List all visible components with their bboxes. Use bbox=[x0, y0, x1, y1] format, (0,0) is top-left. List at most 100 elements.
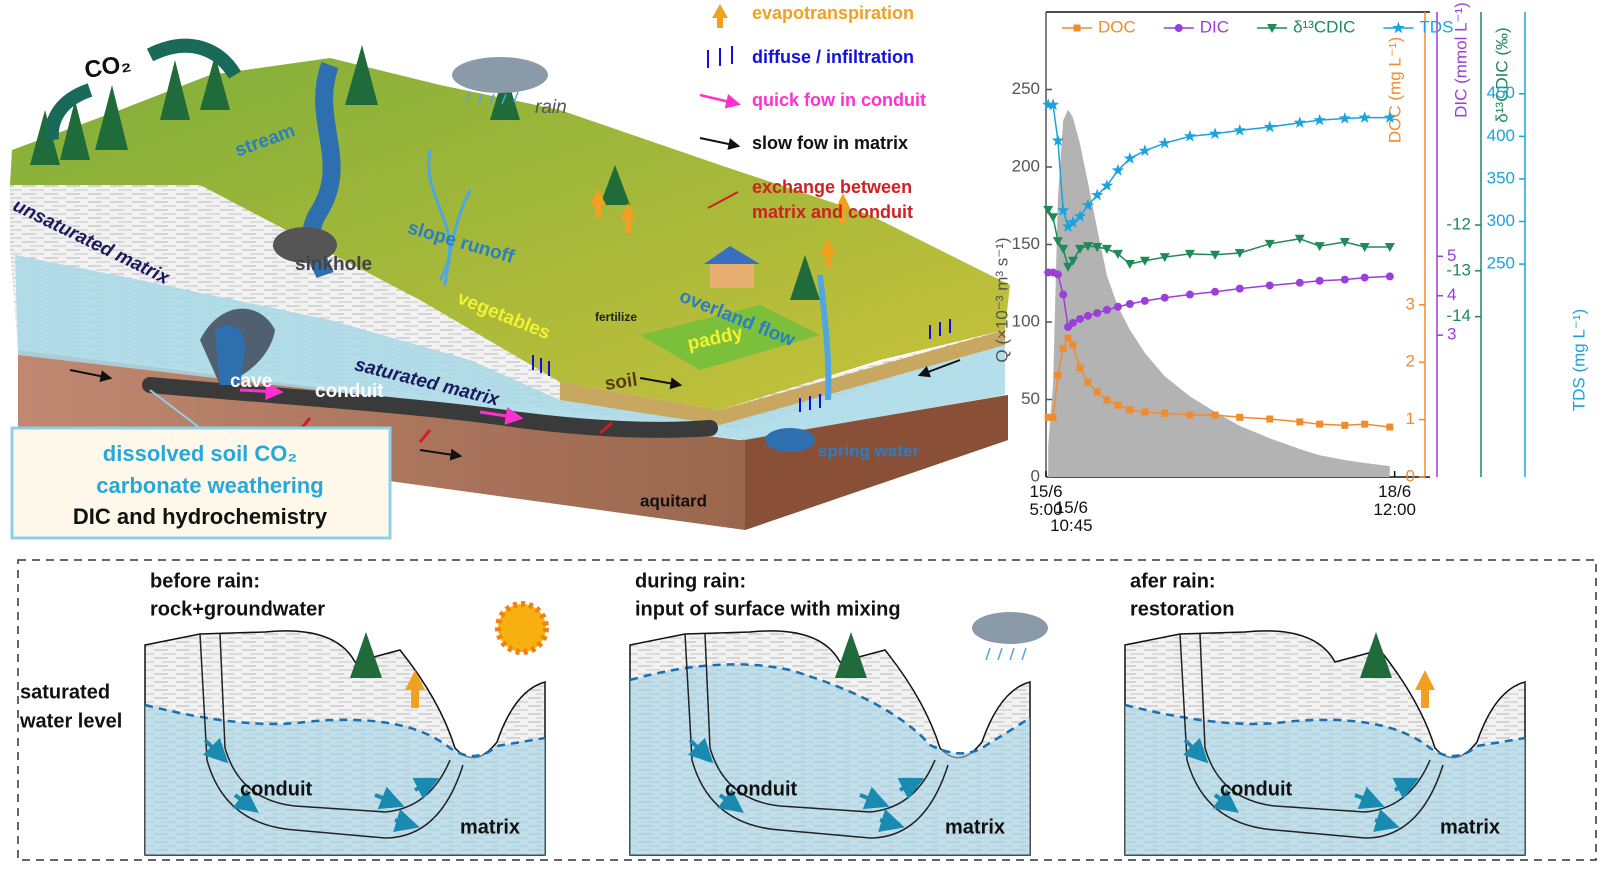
marker bbox=[1315, 276, 1324, 285]
marker bbox=[1161, 409, 1169, 417]
infiltration-arrows bbox=[532, 319, 951, 412]
marker bbox=[1383, 111, 1396, 123]
marker bbox=[1361, 420, 1369, 428]
sinkhole-label: sinkhole bbox=[295, 254, 372, 275]
y-tick-label: 4 bbox=[1447, 285, 1456, 304]
marker bbox=[1046, 98, 1060, 111]
marker bbox=[1234, 248, 1245, 258]
marker bbox=[1081, 198, 1095, 211]
flow-arrow bbox=[859, 786, 890, 810]
marker bbox=[1061, 220, 1075, 232]
marker bbox=[1158, 136, 1171, 149]
marker bbox=[1360, 273, 1369, 282]
y-tick-label: 250 bbox=[1012, 79, 1040, 98]
legend-text: quick fow in conduit bbox=[752, 90, 926, 111]
flow-arrow bbox=[897, 777, 925, 800]
marker bbox=[1093, 309, 1102, 318]
marker bbox=[1083, 311, 1092, 320]
x-tick-label: 18/6 12:00 bbox=[1373, 482, 1416, 519]
flow-arrow bbox=[717, 788, 744, 813]
flow-arrow bbox=[1354, 786, 1385, 810]
marker bbox=[1183, 129, 1197, 142]
cloud bbox=[972, 612, 1048, 644]
legend-label: matrix and conduit bbox=[752, 202, 914, 222]
marker bbox=[1211, 411, 1219, 419]
marker bbox=[1186, 411, 1194, 419]
y-tick-label: 100 bbox=[1012, 311, 1040, 330]
y-tick-label: 200 bbox=[1012, 156, 1040, 175]
marker bbox=[1293, 116, 1306, 128]
y-tick-label: -12 bbox=[1446, 215, 1471, 234]
x-tick-label: 15/6 10:45 bbox=[1050, 498, 1093, 535]
rain-label: rain bbox=[535, 97, 567, 118]
panel-subtitle: rock+groundwater bbox=[150, 598, 325, 620]
panel-title: afer rain: bbox=[1130, 570, 1216, 592]
y-axis-title: DOC (mg L⁻¹) bbox=[1385, 37, 1404, 143]
trees bbox=[30, 45, 820, 300]
marker bbox=[1075, 314, 1084, 323]
y-tick-label: 3 bbox=[1406, 294, 1415, 313]
marker bbox=[1057, 203, 1070, 216]
y-axis-title: δ¹³CDIC (‰) bbox=[1492, 27, 1511, 122]
marker bbox=[1051, 134, 1065, 146]
co2-label: CO₂ bbox=[82, 49, 133, 84]
marker bbox=[1233, 123, 1246, 136]
slope-runoff bbox=[427, 149, 472, 286]
paddy bbox=[640, 305, 820, 370]
x-tick-label: 15/6 5:00 bbox=[1029, 482, 1063, 519]
marker bbox=[1092, 243, 1103, 253]
y-axis-title: Q (×10⁻³ m³ s⁻¹) bbox=[992, 237, 1011, 362]
flow-arrow bbox=[374, 786, 405, 810]
box-line: carbonate weathering bbox=[96, 473, 323, 498]
marker bbox=[1052, 237, 1063, 247]
series-line bbox=[1048, 104, 1390, 228]
rain-cloud bbox=[452, 57, 548, 93]
marker bbox=[1073, 24, 1081, 32]
marker bbox=[1054, 371, 1062, 379]
spring-water-label: spring water bbox=[818, 441, 919, 460]
marker bbox=[1044, 413, 1052, 421]
marker bbox=[1266, 415, 1274, 423]
panel-title: before rain: bbox=[150, 570, 260, 592]
marker bbox=[1067, 256, 1078, 266]
marker bbox=[1141, 408, 1149, 416]
marker bbox=[1073, 209, 1087, 222]
marker bbox=[1102, 305, 1111, 314]
marker bbox=[1059, 344, 1067, 352]
y-tick-label: 400 bbox=[1487, 126, 1515, 145]
spring-outlet bbox=[765, 428, 815, 452]
box-line: DIC and hydrochemistry bbox=[73, 504, 328, 529]
y-tick-label: 0 bbox=[1031, 466, 1040, 485]
y-tick-label: 150 bbox=[1012, 234, 1040, 253]
discharge-area bbox=[1048, 109, 1390, 478]
marker bbox=[1359, 243, 1370, 253]
y-axis-title: TDS (mg L⁻¹) bbox=[1569, 309, 1588, 411]
quick-flow-arrows bbox=[239, 382, 524, 425]
y-tick-label: 300 bbox=[1487, 211, 1515, 230]
water-level-label: saturated bbox=[20, 681, 110, 703]
marker bbox=[1267, 24, 1278, 33]
y-tick-label: 5 bbox=[1447, 246, 1456, 265]
y-tick-label: 3 bbox=[1447, 325, 1456, 344]
conduit-pipe bbox=[142, 377, 718, 438]
panel-title: during rain: bbox=[635, 570, 746, 592]
panels-frame bbox=[17, 559, 1597, 861]
flow-arrow bbox=[1392, 777, 1420, 800]
evapotranspiration-arrows bbox=[590, 188, 851, 268]
house-roof bbox=[704, 246, 760, 264]
legend-text: slow fow in matrix bbox=[752, 133, 908, 154]
legend-symbol bbox=[712, 4, 728, 28]
marker bbox=[1384, 243, 1395, 253]
marker bbox=[1385, 272, 1394, 281]
sun bbox=[495, 601, 549, 655]
marker bbox=[1160, 293, 1169, 302]
marker bbox=[1091, 188, 1104, 201]
marker bbox=[1100, 179, 1114, 191]
water-table bbox=[629, 663, 1031, 755]
flow-arrow bbox=[1373, 808, 1400, 832]
marker bbox=[1340, 275, 1349, 284]
water-level-label: water level bbox=[19, 710, 122, 732]
house bbox=[710, 262, 754, 288]
conduit-label: conduit bbox=[725, 778, 798, 800]
marker bbox=[1263, 120, 1276, 133]
